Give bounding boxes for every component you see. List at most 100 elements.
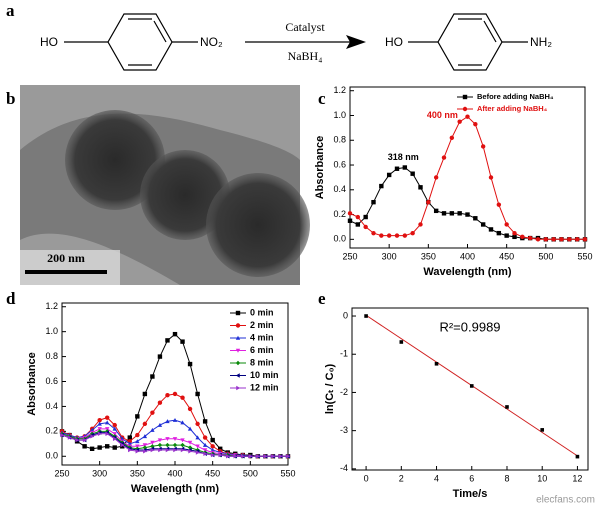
data-point <box>496 202 502 207</box>
x-tick-label: 400 <box>460 251 475 261</box>
data-point <box>135 444 140 449</box>
data-point <box>82 437 87 443</box>
data-point <box>172 417 178 422</box>
data-point <box>457 119 462 124</box>
data-point <box>82 444 87 449</box>
x-axis-label: Wavelength (nm) <box>423 266 512 278</box>
plot-frame <box>351 307 589 471</box>
legend-label: 12 min <box>250 382 279 392</box>
x-tick-label: 300 <box>92 468 107 478</box>
data-point <box>172 442 178 448</box>
data-point <box>218 446 223 451</box>
data-point <box>180 339 185 344</box>
data-point <box>142 445 148 450</box>
data-point <box>504 233 509 238</box>
plot-frame <box>349 86 586 249</box>
data-point <box>363 214 368 220</box>
data-point <box>187 406 193 412</box>
data-point <box>386 172 392 178</box>
data-point <box>202 442 208 447</box>
x-tick-label: 550 <box>280 468 295 478</box>
legend-marker <box>462 106 468 112</box>
data-point <box>434 361 439 366</box>
data-point <box>449 135 455 140</box>
y-tick-label: 1.0 <box>333 110 346 120</box>
data-point <box>135 432 140 438</box>
data-point <box>504 222 509 227</box>
data-point <box>473 216 478 221</box>
data-point <box>135 414 140 419</box>
x-tick-label: 350 <box>421 251 436 261</box>
micrograph: 200 nm b <box>6 85 310 285</box>
benzene-ring <box>408 13 528 71</box>
y-axis-label: Absorbance <box>26 352 38 416</box>
data-point <box>379 183 384 189</box>
data-point <box>582 237 588 242</box>
x-tick-label: 12 <box>572 473 582 483</box>
data-point <box>127 435 132 440</box>
data-point <box>535 237 541 242</box>
legend-marker <box>235 348 241 353</box>
data-point <box>105 427 110 432</box>
data-point <box>480 222 486 227</box>
data-point <box>165 338 170 343</box>
data-point <box>97 427 102 432</box>
data-point <box>543 237 549 242</box>
y-axis-label: Absorbance <box>314 136 326 200</box>
y-tick-label: 0.4 <box>45 401 58 411</box>
data-point <box>67 435 72 440</box>
data-point <box>105 431 110 437</box>
data-point <box>263 454 268 459</box>
panel-label: c <box>318 89 326 108</box>
legend-marker <box>235 323 241 328</box>
legend-label: Before adding NaBH₄ <box>477 92 554 101</box>
data-point <box>150 427 155 432</box>
x-tick-label: 350 <box>130 468 145 478</box>
x-tick-label: 450 <box>499 251 514 261</box>
data-point <box>225 454 230 459</box>
data-point <box>441 155 447 160</box>
data-point <box>187 361 193 367</box>
x-tick-label: 400 <box>167 468 182 478</box>
data-point <box>157 354 163 359</box>
data-point <box>399 340 404 344</box>
legend-label: 10 min <box>250 370 279 380</box>
data-point <box>172 437 178 442</box>
data-point <box>225 452 230 458</box>
x-tick-label: 4 <box>434 473 439 483</box>
data-point <box>278 454 283 459</box>
legend-label: 4 min <box>250 332 274 342</box>
data-point <box>195 391 200 397</box>
panel-label: e <box>318 289 326 308</box>
x-tick-label: 500 <box>538 251 553 261</box>
data-point <box>180 442 185 448</box>
data-point <box>165 393 170 398</box>
x-tick-label: 250 <box>342 251 357 261</box>
y-tick-label: 0.2 <box>333 209 346 219</box>
data-point <box>105 415 110 420</box>
data-point <box>74 439 80 444</box>
data-point <box>271 454 276 459</box>
x-tick-label: 500 <box>243 468 258 478</box>
data-point <box>567 237 572 242</box>
data-point <box>248 454 253 459</box>
data-point <box>142 434 148 439</box>
y-tick-label: -1 <box>340 349 348 359</box>
legend-marker <box>235 335 241 340</box>
data-point <box>60 432 65 438</box>
annotation: R²=0.9989 <box>439 319 500 334</box>
legend-label: 8 min <box>250 357 274 367</box>
legend-marker <box>235 373 240 378</box>
legend-marker <box>462 94 468 100</box>
data-point <box>218 452 223 458</box>
legend-marker <box>236 385 241 391</box>
data-point <box>210 437 215 443</box>
reaction-scheme: a HO NO₂ Catalyst NaBH₄ HO NH₂ <box>6 1 552 71</box>
data-point <box>402 233 408 238</box>
reagent: Catalyst <box>285 20 325 34</box>
data-point <box>187 426 193 431</box>
panel-label: a <box>6 1 15 20</box>
tem-sphere <box>206 173 310 277</box>
data-point <box>457 211 462 216</box>
data-point <box>426 199 431 205</box>
